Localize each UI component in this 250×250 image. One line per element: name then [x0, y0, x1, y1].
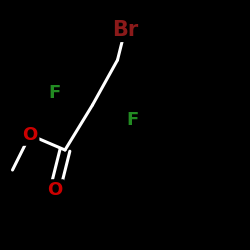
- Text: O: O: [48, 181, 62, 199]
- Text: O: O: [22, 126, 38, 144]
- Text: Br: Br: [112, 20, 138, 40]
- Text: F: F: [49, 84, 61, 102]
- Text: F: F: [126, 111, 138, 129]
